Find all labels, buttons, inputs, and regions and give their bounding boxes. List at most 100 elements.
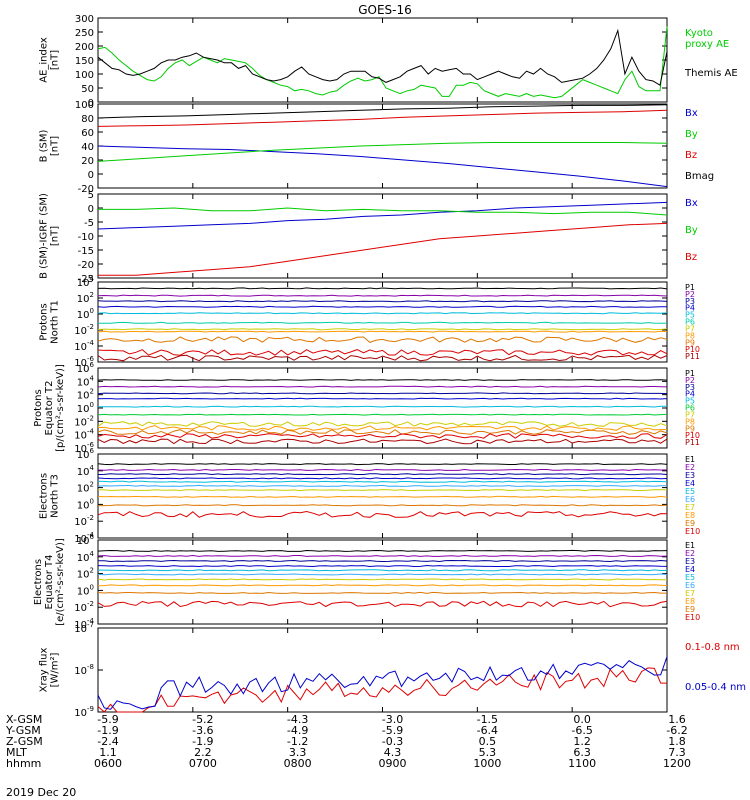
footer-value: -4.3 [287, 713, 308, 726]
footer-value: -1.5 [477, 713, 498, 726]
legend-label: E1 [685, 455, 695, 464]
legend-label: P8 [685, 417, 695, 426]
series-line-P4 [97, 305, 667, 308]
y-axis-label: Equator T4 [44, 555, 55, 610]
footer-value: -6.5 [571, 724, 592, 737]
series-line-By [97, 142, 668, 162]
y-axis-label: Protons [39, 303, 50, 340]
y-tick-label: 250 [75, 28, 94, 39]
legend-label: E4 [685, 565, 695, 574]
series-line-E1 [97, 463, 668, 466]
footer-value: -5.2 [192, 713, 213, 726]
y-tick-label: 10-2 [74, 600, 94, 614]
legend-label: P7 [685, 410, 695, 419]
legend-label: Themis AE [684, 68, 738, 79]
y-tick-label: 104 [77, 374, 95, 388]
y-axis-label: B (SM) [39, 129, 50, 162]
series-line-E8 [97, 495, 668, 498]
series-line-Bx [97, 201, 668, 230]
legend-label: E7 [685, 503, 695, 512]
series-line-E1 [97, 549, 668, 552]
series-line-E7 [97, 578, 667, 581]
footer-value: 0700 [189, 757, 217, 770]
footer-value: -1.9 [97, 724, 118, 737]
y-axis-label: Xray flux [39, 648, 50, 693]
legend-label: P4 [685, 390, 695, 399]
y-tick-label: 104 [77, 550, 95, 564]
series-line-E6 [97, 484, 668, 487]
panel-frame [97, 17, 668, 103]
legend-label: Bx [685, 198, 698, 209]
legend-label: P3 [685, 297, 695, 306]
legend-label: P9 [685, 338, 695, 347]
y-axis-label: Electrons [33, 559, 44, 605]
legend-label: P8 [685, 331, 695, 340]
series-line-E8 [97, 584, 668, 587]
y-axis-label: North T1 [50, 300, 61, 344]
series-line-P10 [97, 349, 668, 356]
legend-label: E8 [685, 511, 695, 520]
legend-label: P2 [685, 290, 695, 299]
legend-label: 0.05-0.4 nm [685, 682, 746, 693]
series-line-E5 [97, 480, 668, 483]
y-axis-label: Electrons [39, 473, 50, 519]
panel-frame [97, 627, 668, 713]
y-tick-label: 80 [81, 114, 94, 125]
footer-value: 5.3 [479, 746, 497, 759]
footer-value: -4.9 [287, 724, 308, 737]
legend-label: E9 [685, 605, 695, 614]
legend-label: E6 [685, 495, 695, 504]
footer-value: -2.4 [97, 735, 118, 748]
y-tick-label: 40 [81, 142, 94, 153]
y-tick-label: 102 [77, 388, 94, 402]
y-tick-label: 10-8 [74, 663, 94, 677]
series-line-P7 [97, 328, 668, 331]
y-axis-label: B (SM)-IGRF (SM) [39, 193, 50, 279]
footer-value: 1.2 [573, 735, 591, 748]
y-tick-label: 10-2 [74, 514, 94, 528]
legend-label: P10 [685, 431, 700, 440]
legend-label: P9 [685, 424, 695, 433]
y-tick-label: 20 [81, 156, 94, 167]
series-line-P9 [97, 336, 668, 343]
y-tick-label: 10-9 [74, 705, 94, 719]
legend-label: E3 [685, 557, 695, 566]
y-tick-label: 10-2 [74, 414, 94, 428]
y-tick-label: 50 [81, 84, 94, 95]
legend-label: E10 [685, 527, 700, 536]
series-line-E4 [97, 477, 668, 480]
footer-value: -6.4 [477, 724, 498, 737]
panel-frame [97, 193, 668, 279]
footer-value: -5.9 [97, 713, 118, 726]
y-tick-label: 106 [77, 361, 95, 375]
legend-label: Bz [685, 150, 697, 161]
legend-label: P1 [685, 283, 695, 292]
series-line-E5 [98, 569, 668, 572]
y-axis-label: Protons [33, 389, 44, 426]
footer-value: 3.3 [289, 746, 307, 759]
y-tick-label: 10-4 [74, 339, 94, 353]
y-tick-label: 200 [75, 42, 94, 53]
series-line-P10 [97, 433, 668, 439]
series-line-P5 [97, 312, 668, 315]
legend-label: P3 [685, 383, 695, 392]
panel-frame [97, 539, 668, 625]
y-tick-label: 5 [88, 190, 94, 201]
y-tick-label: 300 [75, 14, 94, 25]
y-axis-label: Equator T2 [44, 381, 55, 436]
legend-label: E2 [685, 463, 695, 472]
legend-label: E3 [685, 471, 695, 480]
y-axis-label: North T3 [50, 474, 61, 518]
y-tick-label: 102 [77, 291, 94, 305]
series-line-Bmag [97, 104, 668, 119]
legend-label: Bz [685, 252, 697, 263]
y-tick-label: 10-4 [74, 428, 94, 442]
series-line-0.05-0.4-nm [97, 656, 668, 710]
plot-title: GOES-16 [358, 3, 412, 17]
legend-label: E6 [685, 581, 695, 590]
footer-value: 4.3 [384, 746, 402, 759]
legend-label: 0.1-0.8 nm [685, 642, 740, 653]
y-tick-label: 104 [77, 275, 95, 289]
legend-label: E10 [685, 613, 700, 622]
